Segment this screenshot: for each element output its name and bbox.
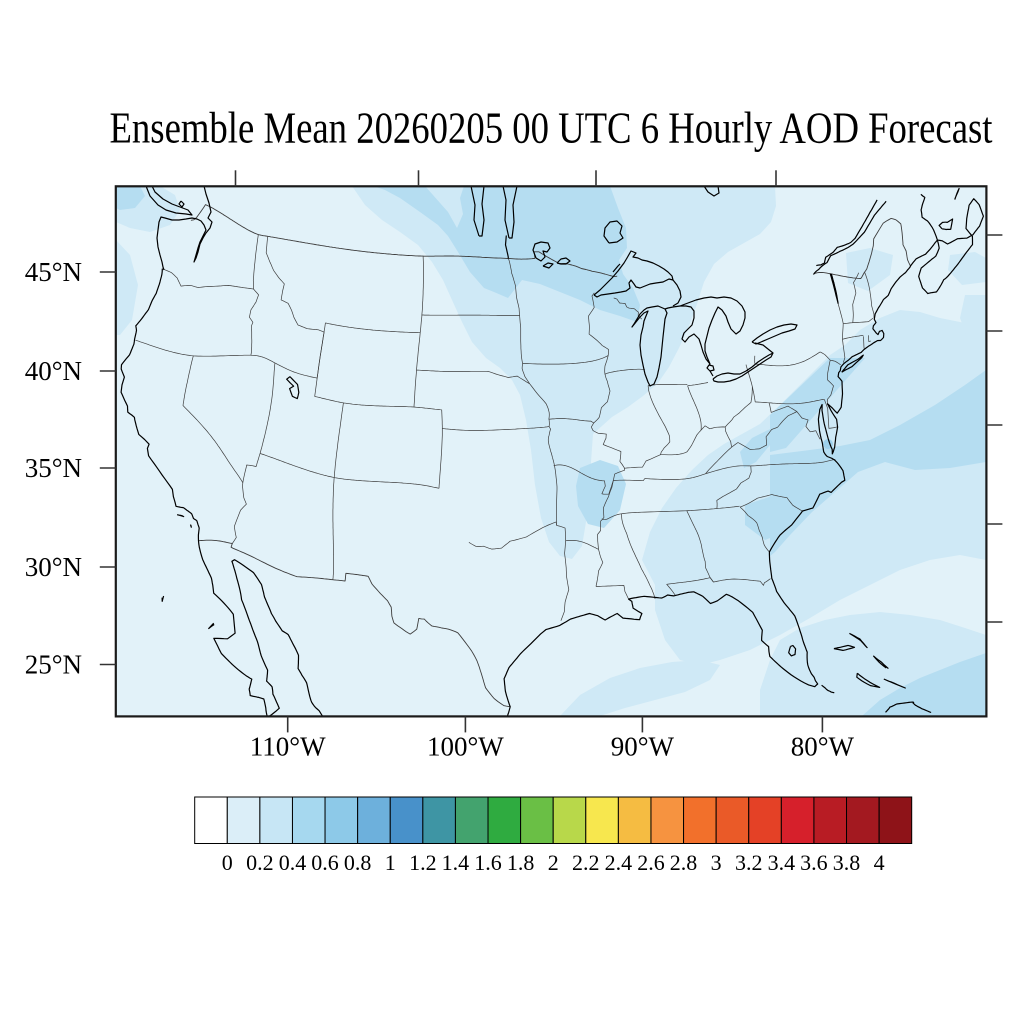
svg-text:0.6: 0.6 <box>311 850 339 875</box>
svg-text:3.2: 3.2 <box>735 850 763 875</box>
svg-text:3.4: 3.4 <box>768 850 796 875</box>
svg-text:2.2: 2.2 <box>572 850 600 875</box>
svg-text:80°W: 80°W <box>791 732 855 762</box>
svg-text:1: 1 <box>385 850 396 875</box>
svg-text:1.8: 1.8 <box>507 850 535 875</box>
svg-text:2.4: 2.4 <box>605 850 633 875</box>
svg-text:3: 3 <box>711 850 722 875</box>
svg-text:3.8: 3.8 <box>833 850 861 875</box>
svg-text:45°N: 45°N <box>25 257 82 287</box>
svg-text:0.8: 0.8 <box>344 850 372 875</box>
svg-text:40°N: 40°N <box>25 356 82 386</box>
svg-text:110°W: 110°W <box>250 732 326 762</box>
svg-text:1.4: 1.4 <box>442 850 470 875</box>
svg-text:2.6: 2.6 <box>637 850 665 875</box>
svg-text:2.8: 2.8 <box>670 850 698 875</box>
svg-text:1.2: 1.2 <box>409 850 437 875</box>
svg-text:4: 4 <box>874 850 885 875</box>
svg-text:0.2: 0.2 <box>246 850 274 875</box>
svg-text:2: 2 <box>548 850 559 875</box>
svg-text:3.6: 3.6 <box>800 850 828 875</box>
svg-text:0: 0 <box>222 850 233 875</box>
svg-text:100°W: 100°W <box>427 732 504 762</box>
svg-text:90°W: 90°W <box>611 732 675 762</box>
svg-text:1.6: 1.6 <box>474 850 502 875</box>
svg-text:0.4: 0.4 <box>279 850 307 875</box>
svg-text:25°N: 25°N <box>25 650 82 680</box>
svg-text:30°N: 30°N <box>25 552 82 582</box>
svg-text:Ensemble Mean 20260205 00 UTC: Ensemble Mean 20260205 00 UTC 6 Hourly A… <box>110 103 994 153</box>
svg-text:35°N: 35°N <box>25 453 82 483</box>
